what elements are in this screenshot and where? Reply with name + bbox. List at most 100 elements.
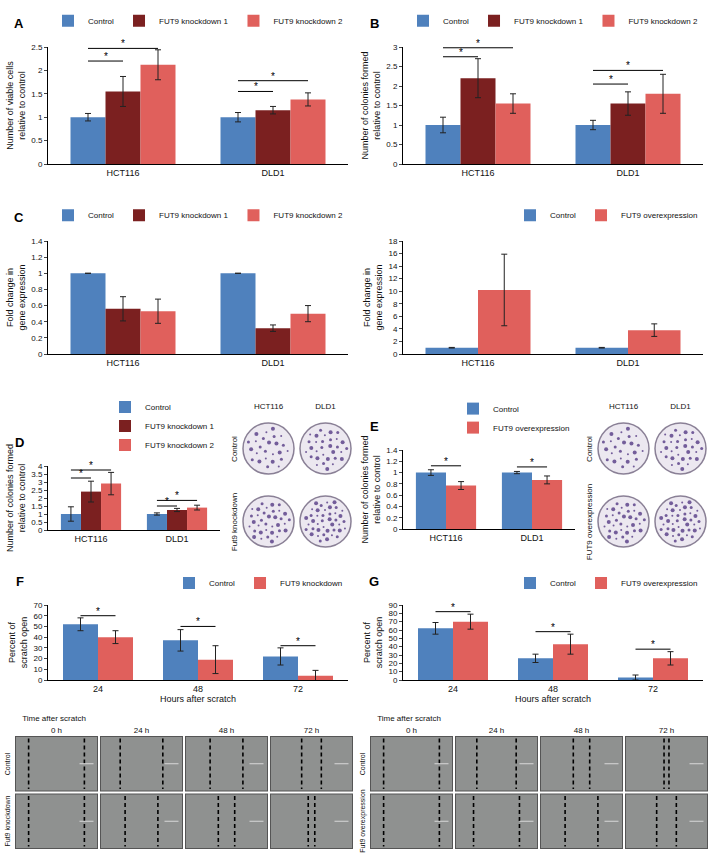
svg-text:HCT116: HCT116 — [75, 534, 108, 544]
svg-text:72: 72 — [293, 684, 303, 694]
svg-text:70: 70 — [33, 601, 42, 610]
svg-text:E: E — [370, 419, 379, 434]
svg-text:G: G — [369, 574, 379, 589]
svg-text:0.5: 0.5 — [31, 136, 43, 145]
svg-text:*: * — [609, 74, 613, 85]
svg-text:B: B — [370, 16, 379, 31]
svg-text:2: 2 — [38, 66, 43, 75]
svg-text:50: 50 — [388, 634, 397, 643]
svg-text:16: 16 — [388, 249, 397, 258]
svg-text:0: 0 — [38, 160, 43, 169]
svg-text:48: 48 — [548, 684, 558, 694]
svg-text:1: 1 — [38, 269, 43, 278]
svg-text:Percent ofscratch open: Percent ofscratch open — [7, 617, 29, 669]
svg-text:0: 0 — [393, 676, 398, 685]
svg-text:1: 1 — [38, 113, 43, 122]
svg-text:*: * — [459, 47, 463, 58]
svg-text:HCT116: HCT116 — [107, 168, 140, 178]
svg-text:FUT9 knockdown 1: FUT9 knockdown 1 — [159, 211, 228, 220]
svg-text:*: * — [104, 51, 108, 62]
svg-text:18: 18 — [388, 237, 397, 246]
svg-text:2.5: 2.5 — [31, 43, 43, 52]
svg-text:6: 6 — [393, 312, 398, 321]
svg-text:Control: Control — [550, 211, 576, 220]
svg-text:1.2: 1.2 — [386, 457, 398, 466]
svg-text:40: 40 — [388, 642, 397, 651]
svg-text:FUT9 knockdown 2: FUT9 knockdown 2 — [145, 441, 214, 450]
svg-text:0.5: 0.5 — [31, 518, 43, 527]
svg-text:F: F — [16, 574, 24, 589]
svg-text:1: 1 — [393, 468, 398, 477]
svg-text:Control: Control — [145, 403, 171, 412]
svg-text:50: 50 — [33, 622, 42, 631]
svg-text:0.8: 0.8 — [31, 285, 43, 294]
svg-text:3.5: 3.5 — [31, 470, 43, 479]
svg-text:A: A — [14, 16, 24, 31]
svg-text:10: 10 — [388, 287, 397, 296]
svg-text:3: 3 — [393, 43, 398, 52]
svg-text:Control: Control — [550, 579, 576, 588]
svg-text:FUT9 knockdown: FUT9 knockdown — [280, 579, 342, 588]
svg-text:0.6: 0.6 — [386, 491, 398, 500]
svg-text:Number of viable cellsrelative: Number of viable cellsrelative to contro… — [5, 61, 27, 150]
svg-text:DLD1: DLD1 — [616, 168, 639, 178]
svg-text:0.4: 0.4 — [386, 502, 398, 511]
svg-text:1: 1 — [38, 510, 43, 519]
svg-text:*: * — [451, 602, 455, 613]
svg-text:FUT9 overexpression: FUT9 overexpression — [493, 424, 569, 433]
svg-text:0.6: 0.6 — [31, 301, 43, 310]
svg-text:0.8: 0.8 — [386, 480, 398, 489]
svg-text:FUT9 knockdown 2: FUT9 knockdown 2 — [628, 17, 697, 26]
svg-text:0.2: 0.2 — [386, 514, 398, 523]
svg-text:14: 14 — [388, 262, 397, 271]
svg-text:0: 0 — [393, 350, 398, 359]
svg-text:1.2: 1.2 — [31, 253, 43, 262]
svg-text:Fold change ingene expression: Fold change ingene expression — [5, 264, 27, 330]
svg-text:HCT116: HCT116 — [107, 358, 140, 368]
svg-text:60: 60 — [388, 626, 397, 635]
svg-text:Control: Control — [443, 17, 469, 26]
svg-text:1.4: 1.4 — [31, 237, 43, 246]
svg-text:1.5: 1.5 — [31, 502, 43, 511]
svg-text:2: 2 — [393, 82, 398, 91]
svg-text:24: 24 — [93, 684, 103, 694]
svg-text:*: * — [296, 636, 300, 647]
svg-text:30: 30 — [388, 651, 397, 660]
svg-text:0: 0 — [38, 526, 43, 535]
svg-text:DLD1: DLD1 — [616, 358, 639, 368]
svg-text:DLD1: DLD1 — [261, 358, 284, 368]
svg-text:FUT9 overexpression: FUT9 overexpression — [621, 579, 697, 588]
svg-text:2: 2 — [393, 337, 398, 346]
svg-text:*: * — [444, 456, 448, 467]
svg-text:2: 2 — [38, 494, 43, 503]
svg-text:80: 80 — [388, 609, 397, 618]
svg-text:*: * — [651, 639, 655, 650]
svg-text:2.5: 2.5 — [31, 486, 43, 495]
svg-text:Control: Control — [209, 579, 235, 588]
svg-text:72: 72 — [648, 684, 658, 694]
svg-text:10: 10 — [388, 667, 397, 676]
svg-text:0: 0 — [38, 676, 43, 685]
svg-text:FUT9 knockdown 1: FUT9 knockdown 1 — [145, 422, 214, 431]
svg-text:Percent ofscratch open: Percent ofscratch open — [362, 617, 384, 669]
svg-text:*: * — [121, 38, 125, 49]
svg-text:*: * — [626, 60, 630, 71]
svg-text:Control: Control — [88, 211, 114, 220]
svg-text:DLD1: DLD1 — [261, 168, 284, 178]
svg-text:Control: Control — [493, 405, 519, 414]
svg-text:HCT116: HCT116 — [462, 358, 495, 368]
svg-text:20: 20 — [388, 659, 397, 668]
svg-text:0.2: 0.2 — [31, 334, 43, 343]
svg-text:30: 30 — [33, 644, 42, 653]
svg-text:40: 40 — [33, 633, 42, 642]
svg-text:8: 8 — [393, 300, 398, 309]
svg-text:12: 12 — [388, 274, 397, 283]
svg-text:10: 10 — [33, 665, 42, 674]
svg-text:60: 60 — [33, 612, 42, 621]
svg-text:FUT9 knockdown 1: FUT9 knockdown 1 — [514, 17, 583, 26]
svg-text:Control: Control — [88, 17, 114, 26]
svg-text:1: 1 — [393, 121, 398, 130]
svg-text:2.5: 2.5 — [386, 62, 398, 71]
svg-text:HCT116: HCT116 — [462, 168, 495, 178]
svg-text:20: 20 — [33, 654, 42, 663]
